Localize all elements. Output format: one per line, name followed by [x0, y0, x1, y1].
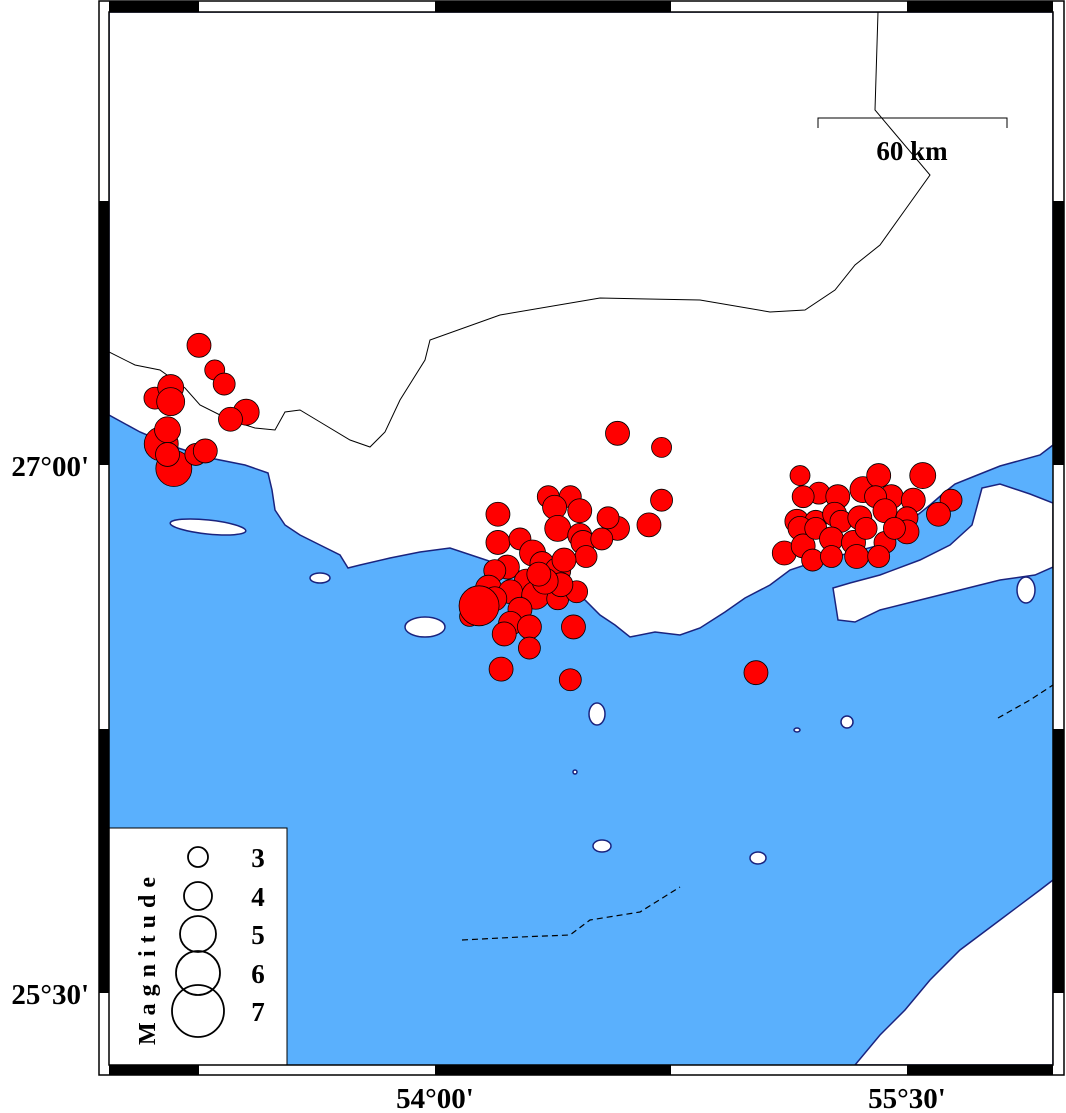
maritime-boundary	[461, 886, 681, 941]
mainland-north	[109, 12, 1053, 638]
island	[749, 851, 767, 865]
legend-circle	[175, 950, 221, 996]
earthquake-marker	[156, 387, 186, 417]
earthquake-marker	[485, 530, 511, 555]
lat-label-25-30: 25°30'	[11, 979, 89, 1011]
earthquake-marker	[212, 372, 236, 396]
island	[169, 518, 247, 536]
lon-label-54-00: 54°00'	[396, 1083, 474, 1113]
earthquake-marker	[491, 621, 517, 647]
earthquake-marker	[909, 462, 937, 489]
earthquake-marker	[820, 545, 843, 568]
earthquake-marker	[743, 660, 769, 686]
earthquake-marker	[801, 548, 825, 572]
earthquake-marker	[218, 406, 243, 432]
earthquake-marker	[544, 514, 572, 542]
earthquake-marker	[867, 545, 891, 568]
earthquake-marker	[596, 506, 620, 530]
earthquake-marker	[650, 488, 673, 512]
earthquake-marker	[154, 416, 181, 444]
musandam-peninsula	[854, 879, 1053, 1065]
legend-label: 5	[251, 920, 265, 950]
earthquake-marker	[517, 614, 542, 640]
island	[592, 839, 612, 853]
land	[109, 12, 1053, 1065]
island	[588, 702, 606, 726]
legend-label: 4	[251, 882, 265, 912]
earthquake-marker	[791, 485, 815, 509]
earthquake-marker	[485, 501, 511, 527]
map-frame	[98, 0, 1065, 1076]
earthquake-marker	[883, 516, 906, 540]
earthquake-marker	[561, 614, 586, 640]
earthquake-marker	[854, 516, 878, 540]
island	[572, 769, 578, 775]
earthquake-marker	[155, 442, 180, 467]
legend-circle	[187, 846, 209, 868]
earthquake-marker	[558, 668, 582, 692]
legend-label: 7	[251, 997, 265, 1027]
island	[309, 572, 331, 584]
earthquake-marker	[518, 636, 541, 660]
legend-title: Magnitude	[135, 870, 161, 1045]
earthquake-marker	[186, 332, 212, 358]
island	[793, 727, 801, 733]
lon-label-55-30: 55°30'	[868, 1083, 946, 1113]
legend-circle	[183, 881, 213, 911]
earthquake-marker	[458, 585, 500, 627]
legend: Magnitude 3 4 5 6 7	[108, 827, 288, 1066]
earthquake-marker	[488, 656, 514, 682]
legend-label: 3	[251, 843, 265, 873]
island	[1016, 576, 1036, 604]
island	[404, 616, 446, 638]
legend-circle	[179, 915, 217, 953]
earthquake-marker	[844, 544, 870, 569]
earthquake-marker	[574, 545, 598, 568]
earthquake-marker	[526, 561, 552, 587]
qeshm-island	[832, 483, 1053, 623]
scale-bar: 60 km	[817, 117, 1008, 166]
lat-label-27-00: 27°00'	[11, 451, 89, 483]
earthquake-marker	[789, 465, 811, 486]
earthquake-marker	[605, 420, 630, 446]
earthquake-marker	[866, 463, 892, 488]
earthquake-marker	[590, 527, 614, 551]
scale-bar-label: 60 km	[876, 136, 948, 166]
earthquake-marker	[567, 498, 593, 524]
earthquake-marker	[551, 547, 577, 573]
legend-label: 6	[251, 959, 265, 989]
earthquake-marker	[636, 512, 662, 538]
earthquake-marker	[926, 501, 951, 527]
island	[840, 715, 854, 729]
legend-circle	[171, 984, 225, 1038]
earthquake-marker	[192, 438, 218, 464]
earthquake-events	[143, 332, 963, 692]
maritime-boundary	[997, 684, 1053, 719]
earthquake-marker	[651, 436, 672, 458]
